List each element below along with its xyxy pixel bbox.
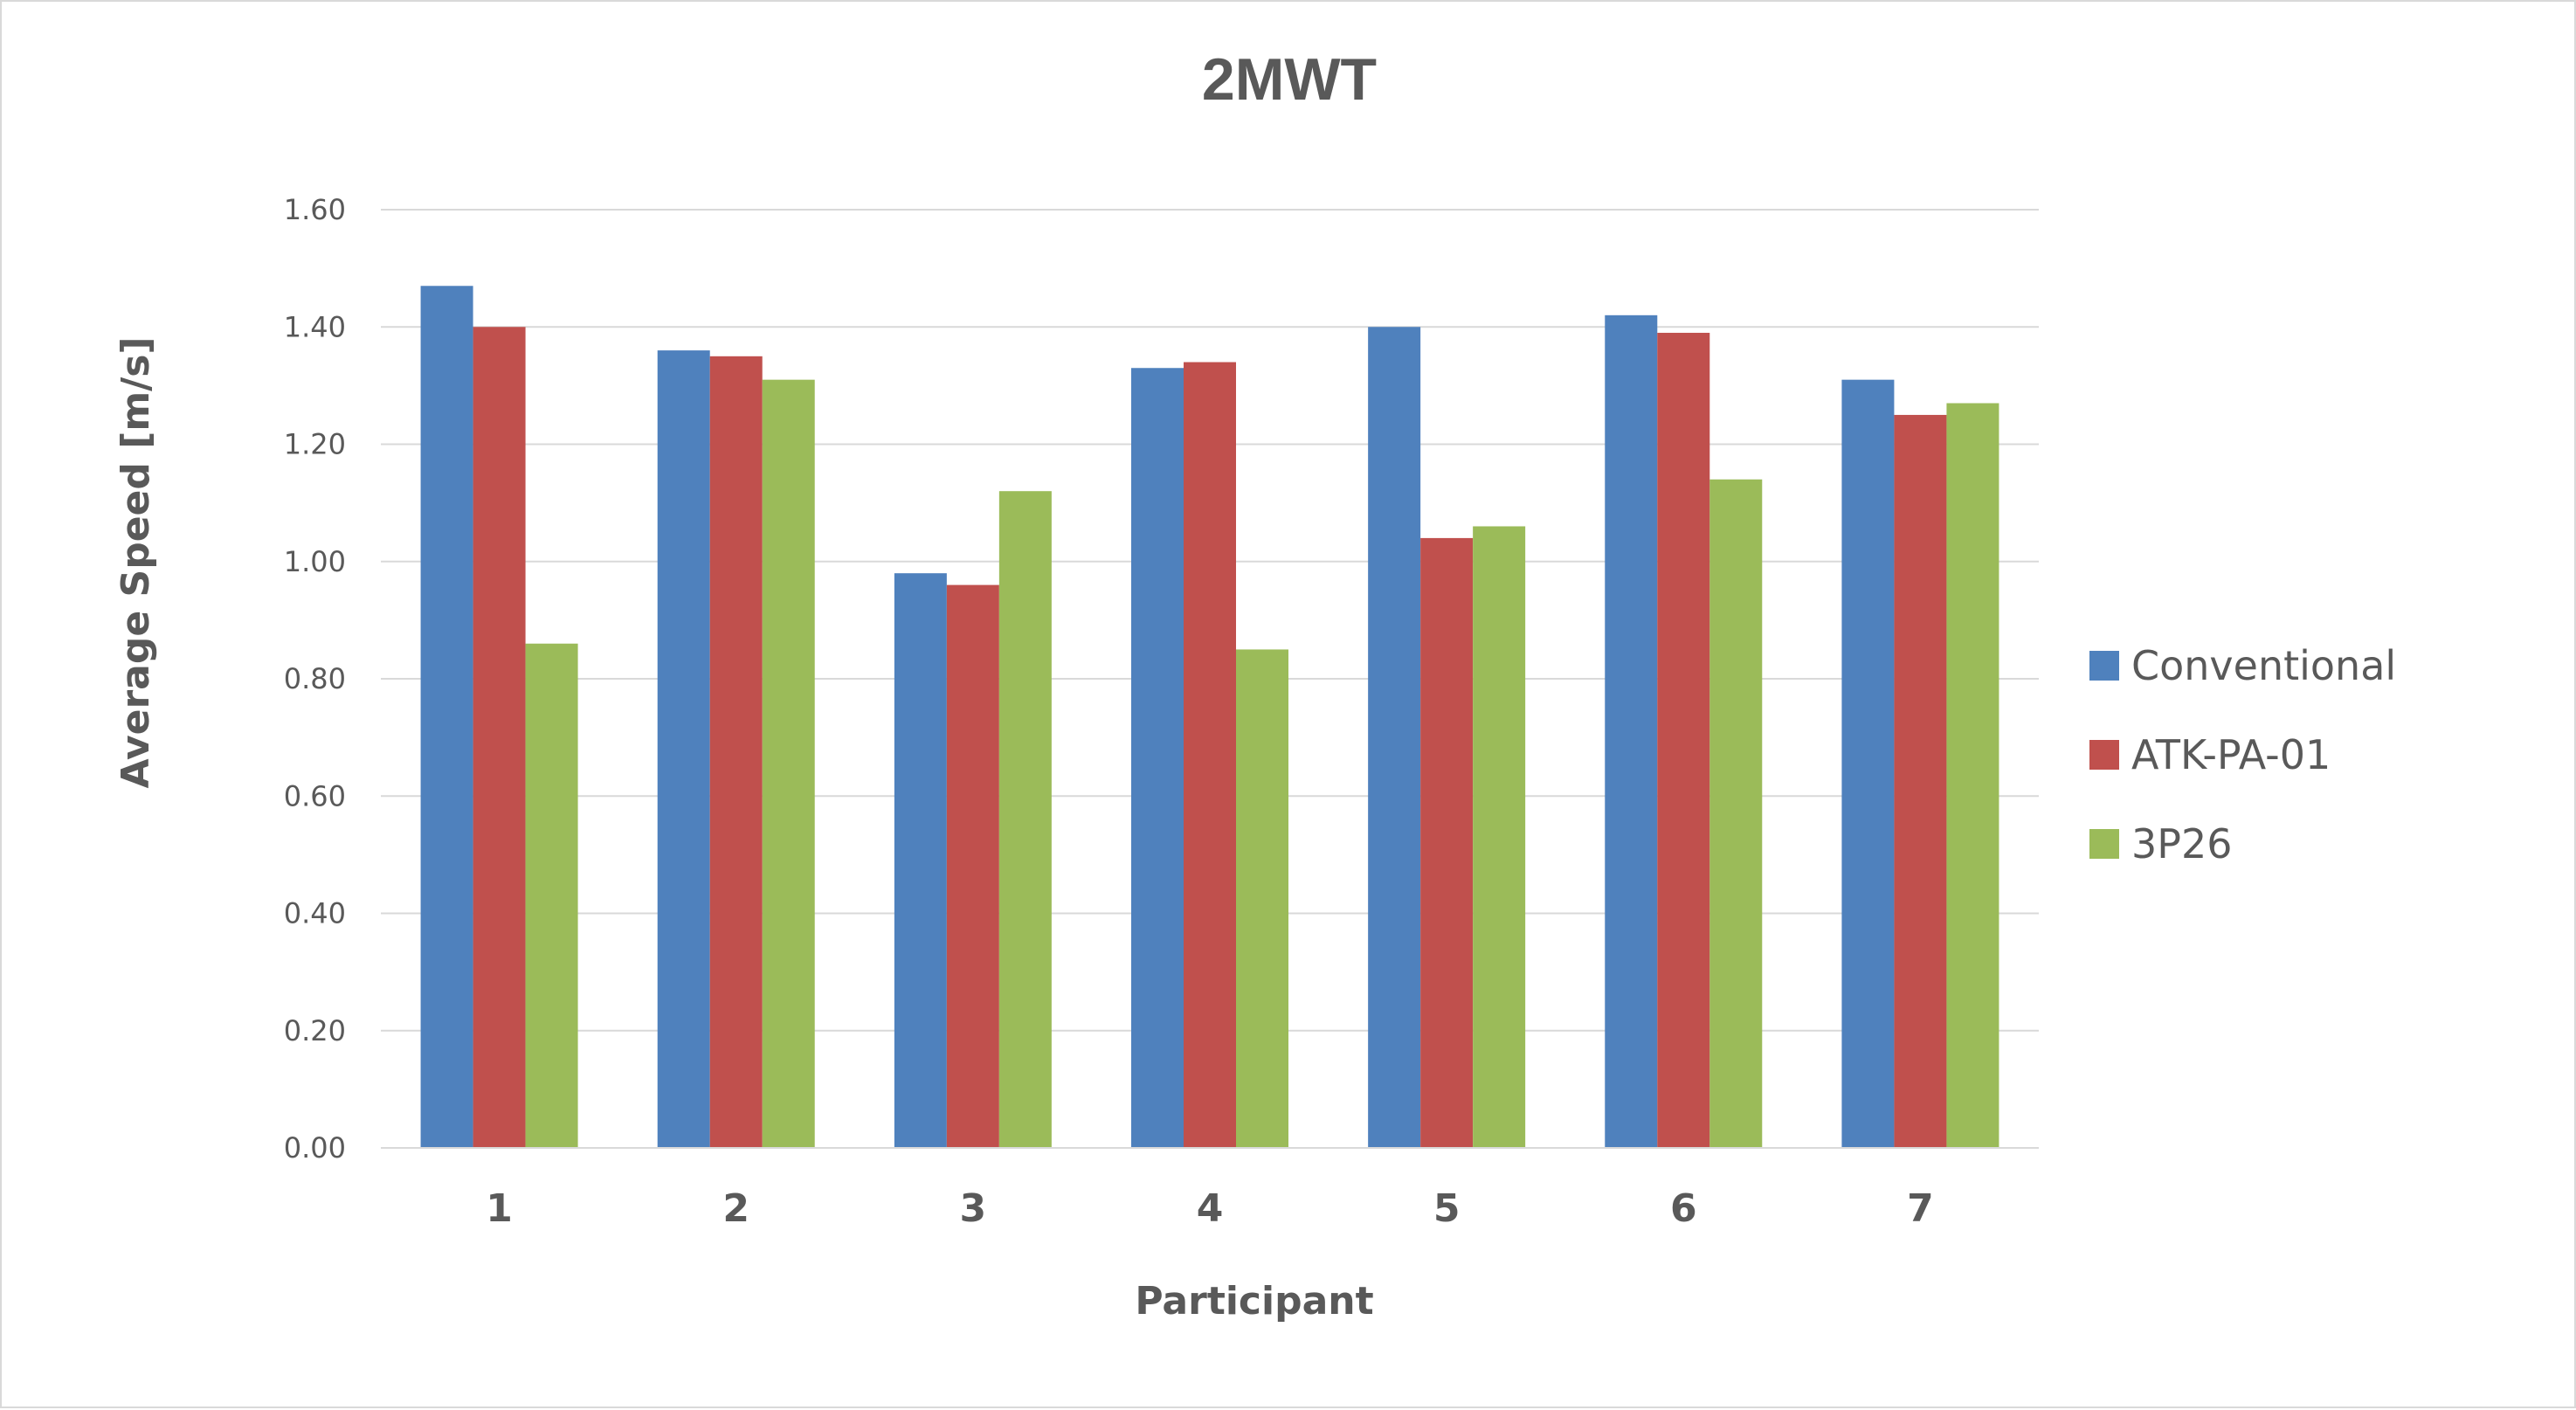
bar-conventional-1 xyxy=(420,286,473,1148)
y-tick-label: 0.00 xyxy=(284,1131,346,1165)
y-tick-label: 0.40 xyxy=(284,897,346,930)
legend-label: 3P26 xyxy=(2131,820,2233,867)
bars xyxy=(420,286,1999,1149)
bar-conventional-3 xyxy=(894,573,947,1148)
bar-atk-pa-01-3 xyxy=(946,584,999,1148)
x-tick-label: 2 xyxy=(722,1186,749,1231)
bar-conventional-4 xyxy=(1131,368,1184,1148)
bar-3p26-4 xyxy=(1236,649,1288,1148)
bar-atk-pa-01-6 xyxy=(1657,332,1710,1148)
bar-3p26-2 xyxy=(762,379,815,1149)
bar-conventional-2 xyxy=(657,350,710,1149)
legend-label: Conventional xyxy=(2131,642,2396,689)
x-tick-label: 5 xyxy=(1433,1186,1461,1231)
y-tick-label: 1.20 xyxy=(284,428,346,461)
bar-atk-pa-01-7 xyxy=(1894,414,1947,1148)
bar-conventional-5 xyxy=(1368,327,1421,1148)
bar-3p26-6 xyxy=(1709,479,1763,1148)
x-tick-label: 6 xyxy=(1670,1186,1697,1231)
x-tick-label: 3 xyxy=(960,1186,987,1231)
y-axis-title: Average Speed [m/s] xyxy=(114,336,158,788)
legend: Conventional ATK-PA-01 3P26 xyxy=(2089,642,2396,867)
x-tick-label: 4 xyxy=(1197,1186,1224,1231)
y-tick-label: 1.00 xyxy=(284,545,346,578)
chart-title: 2MWT xyxy=(1202,46,1377,113)
x-tick-label: 1 xyxy=(486,1186,513,1231)
bar-3p26-5 xyxy=(1473,526,1526,1148)
y-tick-label: 1.60 xyxy=(284,193,346,226)
bar-conventional-7 xyxy=(1841,379,1895,1149)
legend-swatch xyxy=(2089,829,2119,859)
y-tick-label: 0.20 xyxy=(284,1014,346,1047)
x-axis-title: Participant xyxy=(1135,1279,1373,1324)
bar-atk-pa-01-4 xyxy=(1184,362,1236,1148)
bar-conventional-6 xyxy=(1605,314,1658,1148)
y-axis-ticks: 0.00 0.20 0.40 0.60 0.80 1.00 1.20 1.40 1.60 xyxy=(284,193,346,1165)
legend-label: ATK-PA-01 xyxy=(2131,731,2331,778)
y-tick-label: 1.40 xyxy=(284,310,346,343)
legend-swatch xyxy=(2089,740,2119,770)
y-tick-label: 0.80 xyxy=(284,662,346,695)
bar-atk-pa-01-5 xyxy=(1420,537,1474,1148)
bar-atk-pa-01-1 xyxy=(473,327,526,1148)
x-axis-ticks: 1 2 3 4 5 6 7 xyxy=(486,1186,1933,1231)
bar-atk-pa-01-2 xyxy=(709,356,763,1148)
x-tick-label: 7 xyxy=(1907,1186,1934,1231)
y-tick-label: 0.60 xyxy=(284,779,346,812)
bar-3p26-7 xyxy=(1946,403,1999,1148)
bar-3p26-3 xyxy=(998,491,1052,1148)
legend-swatch xyxy=(2089,651,2119,681)
bar-3p26-1 xyxy=(525,643,578,1148)
